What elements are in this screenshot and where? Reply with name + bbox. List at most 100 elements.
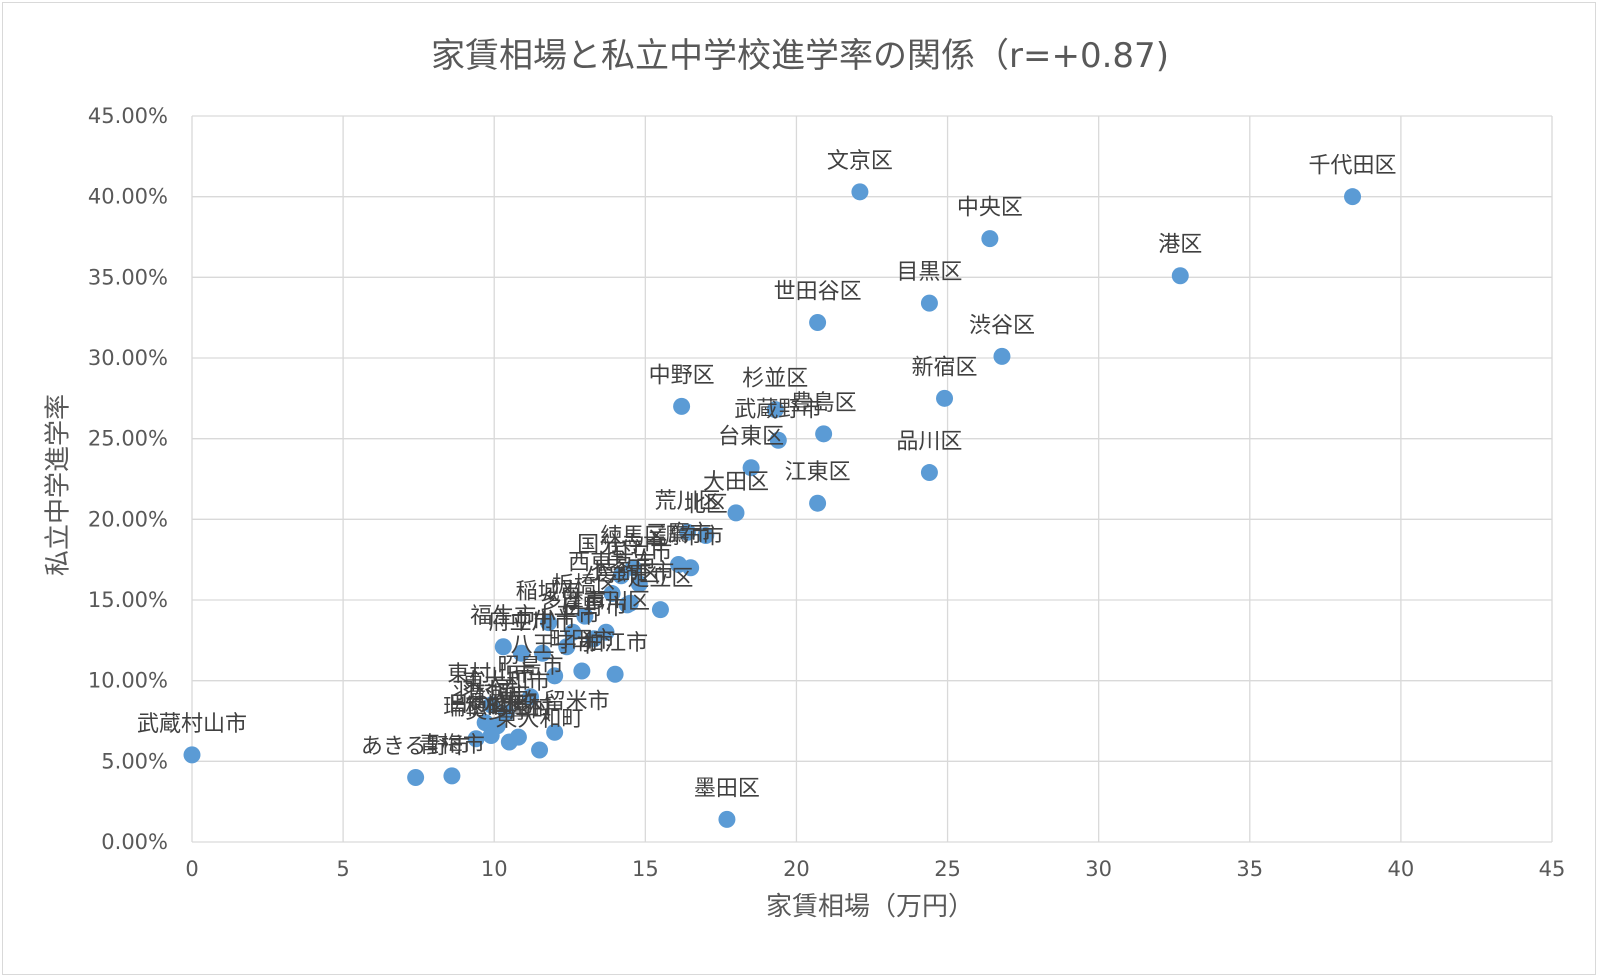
data-label: 品川区: [896, 430, 962, 455]
data-label: 日野市: [561, 596, 627, 621]
y-tick-label: 5.00%: [101, 749, 168, 773]
data-label: 練馬区: [600, 525, 666, 550]
data-point: [727, 504, 745, 522]
data-label: 東村山市: [447, 662, 535, 687]
x-axis-title: 家賃相場（万円）: [765, 892, 974, 922]
data-label: 武蔵村山市: [137, 712, 247, 737]
x-tick-label: 45: [1539, 857, 1566, 881]
data-point: [936, 389, 954, 407]
data-point: [467, 730, 485, 748]
data-point: [407, 768, 425, 786]
data-label: 杉並区: [742, 367, 808, 392]
data-point: [546, 723, 564, 741]
data-label: 荒川区: [655, 489, 721, 514]
data-point: [540, 614, 558, 632]
data-label: 調布市: [658, 525, 724, 550]
data-label: 足立区: [627, 567, 693, 592]
data-label: 檜原村: [485, 694, 551, 719]
data-point: [482, 727, 500, 745]
data-point: [612, 567, 630, 585]
data-label: 狛江市: [582, 631, 648, 656]
data-point: [624, 559, 642, 577]
data-label: 三鷹市: [646, 522, 712, 547]
data-point: [603, 585, 621, 603]
data-label: 武蔵野市: [734, 397, 822, 422]
data-point: [512, 644, 530, 662]
data-point: [618, 596, 636, 614]
data-label: 瑞穂町: [443, 696, 509, 721]
x-tick-label: 30: [1085, 857, 1112, 881]
data-point: [534, 644, 552, 662]
data-point: [981, 230, 999, 248]
data-label: 国分寺市: [577, 533, 665, 558]
data-point: [742, 459, 760, 477]
x-tick-label: 25: [934, 857, 961, 881]
data-point: [443, 767, 461, 785]
data-point: [920, 294, 938, 312]
data-point: [809, 314, 827, 332]
data-label: 葛飾区: [594, 562, 660, 587]
data-label: 小金井市: [586, 560, 674, 585]
data-point: [521, 688, 539, 706]
data-label: 中野区: [649, 363, 715, 388]
data-point: [1171, 267, 1189, 285]
data-point: [482, 696, 500, 714]
data-point: [673, 397, 691, 415]
data-label: 東久留米市: [500, 689, 610, 714]
data-label: 奥多摩町: [465, 699, 553, 724]
y-tick-label: 15.00%: [88, 588, 168, 612]
data-point: [815, 425, 833, 443]
data-point: [920, 464, 938, 482]
data-point: [1344, 188, 1362, 206]
data-label: 新宿区: [912, 355, 978, 380]
x-tick-label: 15: [632, 857, 659, 881]
x-tick-label: 20: [783, 857, 810, 881]
data-label: 日の出町: [447, 693, 535, 718]
data-label: 世田谷区: [774, 280, 862, 305]
chart-title: 家賃相場と私立中学校進学率の関係（r=+0.87): [431, 36, 1169, 76]
data-point: [558, 638, 576, 656]
data-label: 昭島市: [497, 654, 563, 679]
data-point: [573, 662, 591, 680]
data-label: 港区: [1158, 233, 1202, 258]
data-label: 八王子市: [511, 633, 599, 658]
data-label: 多摩市: [540, 589, 606, 614]
data-point: [766, 401, 784, 419]
data-label: 小平市: [534, 604, 600, 629]
data-label: 稲城市: [516, 580, 582, 605]
data-label: 台東区: [718, 425, 784, 450]
x-tick-label: 40: [1388, 857, 1415, 881]
y-tick-label: 25.00%: [88, 427, 168, 451]
data-label: 墨田区: [694, 776, 760, 801]
data-label: 立川市: [510, 610, 576, 635]
y-tick-label: 10.00%: [88, 669, 168, 693]
y-tick-label: 0.00%: [101, 830, 168, 854]
data-label: 板橋区: [552, 573, 618, 598]
data-label: 清瀬市: [464, 683, 530, 708]
data-point: [183, 746, 201, 764]
data-label: 東大和町: [496, 707, 584, 732]
data-label: 目黒区: [896, 260, 962, 285]
data-label: 東大和市: [462, 670, 550, 695]
data-label: 中央区: [957, 196, 1023, 221]
data-label: 江戸川区: [562, 589, 650, 614]
data-point: [606, 665, 624, 683]
data-point: [494, 638, 512, 656]
data-point: [497, 704, 515, 722]
data-label: 羽村市: [452, 680, 518, 705]
data-label: あきる野市: [361, 734, 471, 759]
data-point: [630, 575, 648, 593]
data-label: 江東区: [785, 460, 851, 485]
data-point: [679, 523, 697, 541]
data-label: 府中市: [488, 610, 554, 635]
y-tick-label: 45.00%: [88, 104, 168, 128]
y-tick-label: 30.00%: [88, 346, 168, 370]
data-point: [651, 601, 669, 619]
data-point: [564, 623, 582, 641]
data-point: [546, 667, 564, 685]
data-point: [697, 526, 715, 544]
data-label: 町田市: [549, 628, 615, 653]
